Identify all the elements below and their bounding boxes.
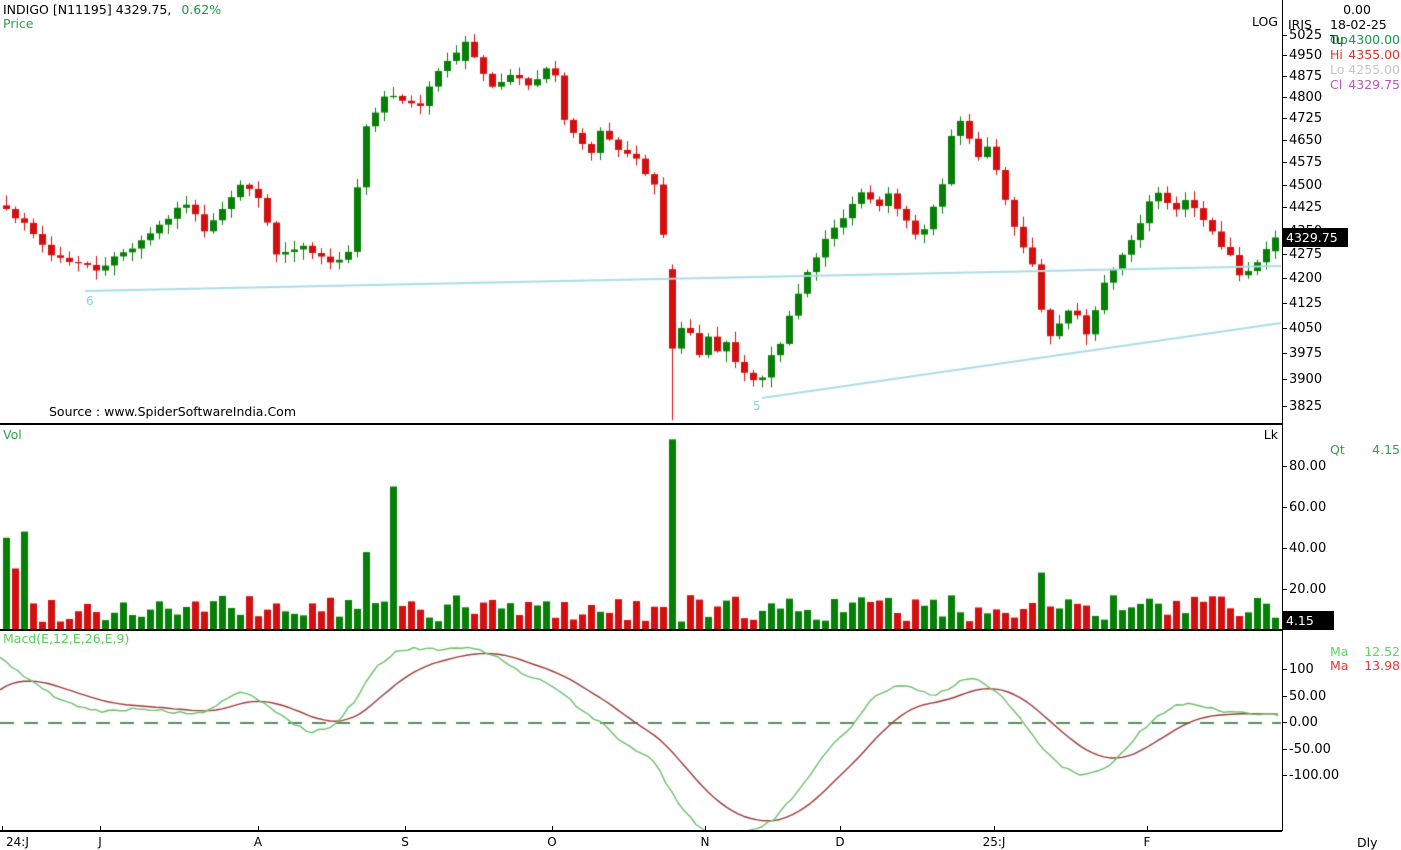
app-name: IRIS [1288, 17, 1312, 32]
time-axis-tick [1147, 826, 1148, 830]
trendline-label: 6 [86, 294, 94, 308]
periodicity-label[interactable]: Dly [1357, 835, 1378, 850]
time-axis-label: D [835, 835, 845, 849]
last-volume-marker: 4.15 [1283, 611, 1334, 630]
change-percent: 0.62% [181, 2, 222, 17]
time-axis-tick [258, 826, 259, 830]
time-axis-label: 25:J [982, 835, 1006, 849]
scale-sidebar: 0.00 IRIS 18-02-25 Tu Qt 4.15 4329.75 4.… [1282, 0, 1401, 850]
time-axis-tick [2, 826, 3, 830]
quote-row-lo: Lo 4255.00 [1330, 62, 1400, 77]
last-price-marker: 4329.75 [1283, 227, 1348, 247]
time-axis-label: N [700, 835, 710, 849]
quote-row-op: Op 4300.00 [1330, 32, 1400, 47]
source-watermark: Source : www.SpiderSoftwareIndia.Com [49, 404, 296, 419]
qt-value: 4.15 [1372, 442, 1400, 457]
time-axis-label: S [401, 835, 409, 849]
price-panel-label: Price [3, 16, 34, 31]
time-axis-label: A [253, 835, 263, 849]
symbol-title: INDIGO [N11195] 4329.75, [3, 2, 172, 17]
time-axis-tick [552, 826, 553, 830]
top-change-value: 0.00 [1343, 2, 1371, 17]
macd-chart-canvas[interactable] [0, 630, 1282, 831]
time-axis-tick [840, 826, 841, 830]
panel-divider-volume-macd [0, 629, 1282, 631]
scale-divider [1282, 0, 1283, 831]
session-date: 18-02-25 Tu [1330, 17, 1387, 47]
log-scale-label[interactable]: LOG [1251, 14, 1278, 29]
time-axis-tick [705, 826, 706, 830]
time-axis-label: J [98, 835, 102, 849]
macd-panel-label: Macd(E,12,E,26,E,9) [3, 631, 130, 646]
ma-row-1: Ma 12.52 [1330, 644, 1400, 659]
price-chart-canvas[interactable] [0, 0, 1282, 424]
quote-row-hi: Hi 4355.00 [1330, 47, 1400, 62]
time-axis-line [0, 830, 1282, 832]
qt-row: Qt 4.15 [1330, 443, 1400, 457]
time-axis-tick [405, 826, 406, 830]
volume-chart-canvas[interactable] [0, 424, 1282, 631]
chart-title: INDIGO [N11195] 4329.75, 0.62% [3, 2, 221, 17]
qt-label: Qt [1330, 442, 1345, 457]
volume-panel-label: Vol [3, 427, 22, 442]
panel-divider-price-volume [0, 423, 1282, 425]
time-axis-tick [994, 826, 995, 830]
time-axis-label: F [1143, 835, 1151, 849]
trendline-label: 5 [753, 399, 761, 413]
time-axis-tick [100, 826, 101, 830]
quote-row-cl: Cl 4329.75 [1330, 77, 1400, 92]
ma-row-2: Ma 13.98 [1330, 658, 1400, 673]
time-axis-label: O [547, 835, 557, 849]
time-axis-label: 24:J [6, 835, 29, 849]
volume-unit-label: Lk [1263, 427, 1278, 442]
